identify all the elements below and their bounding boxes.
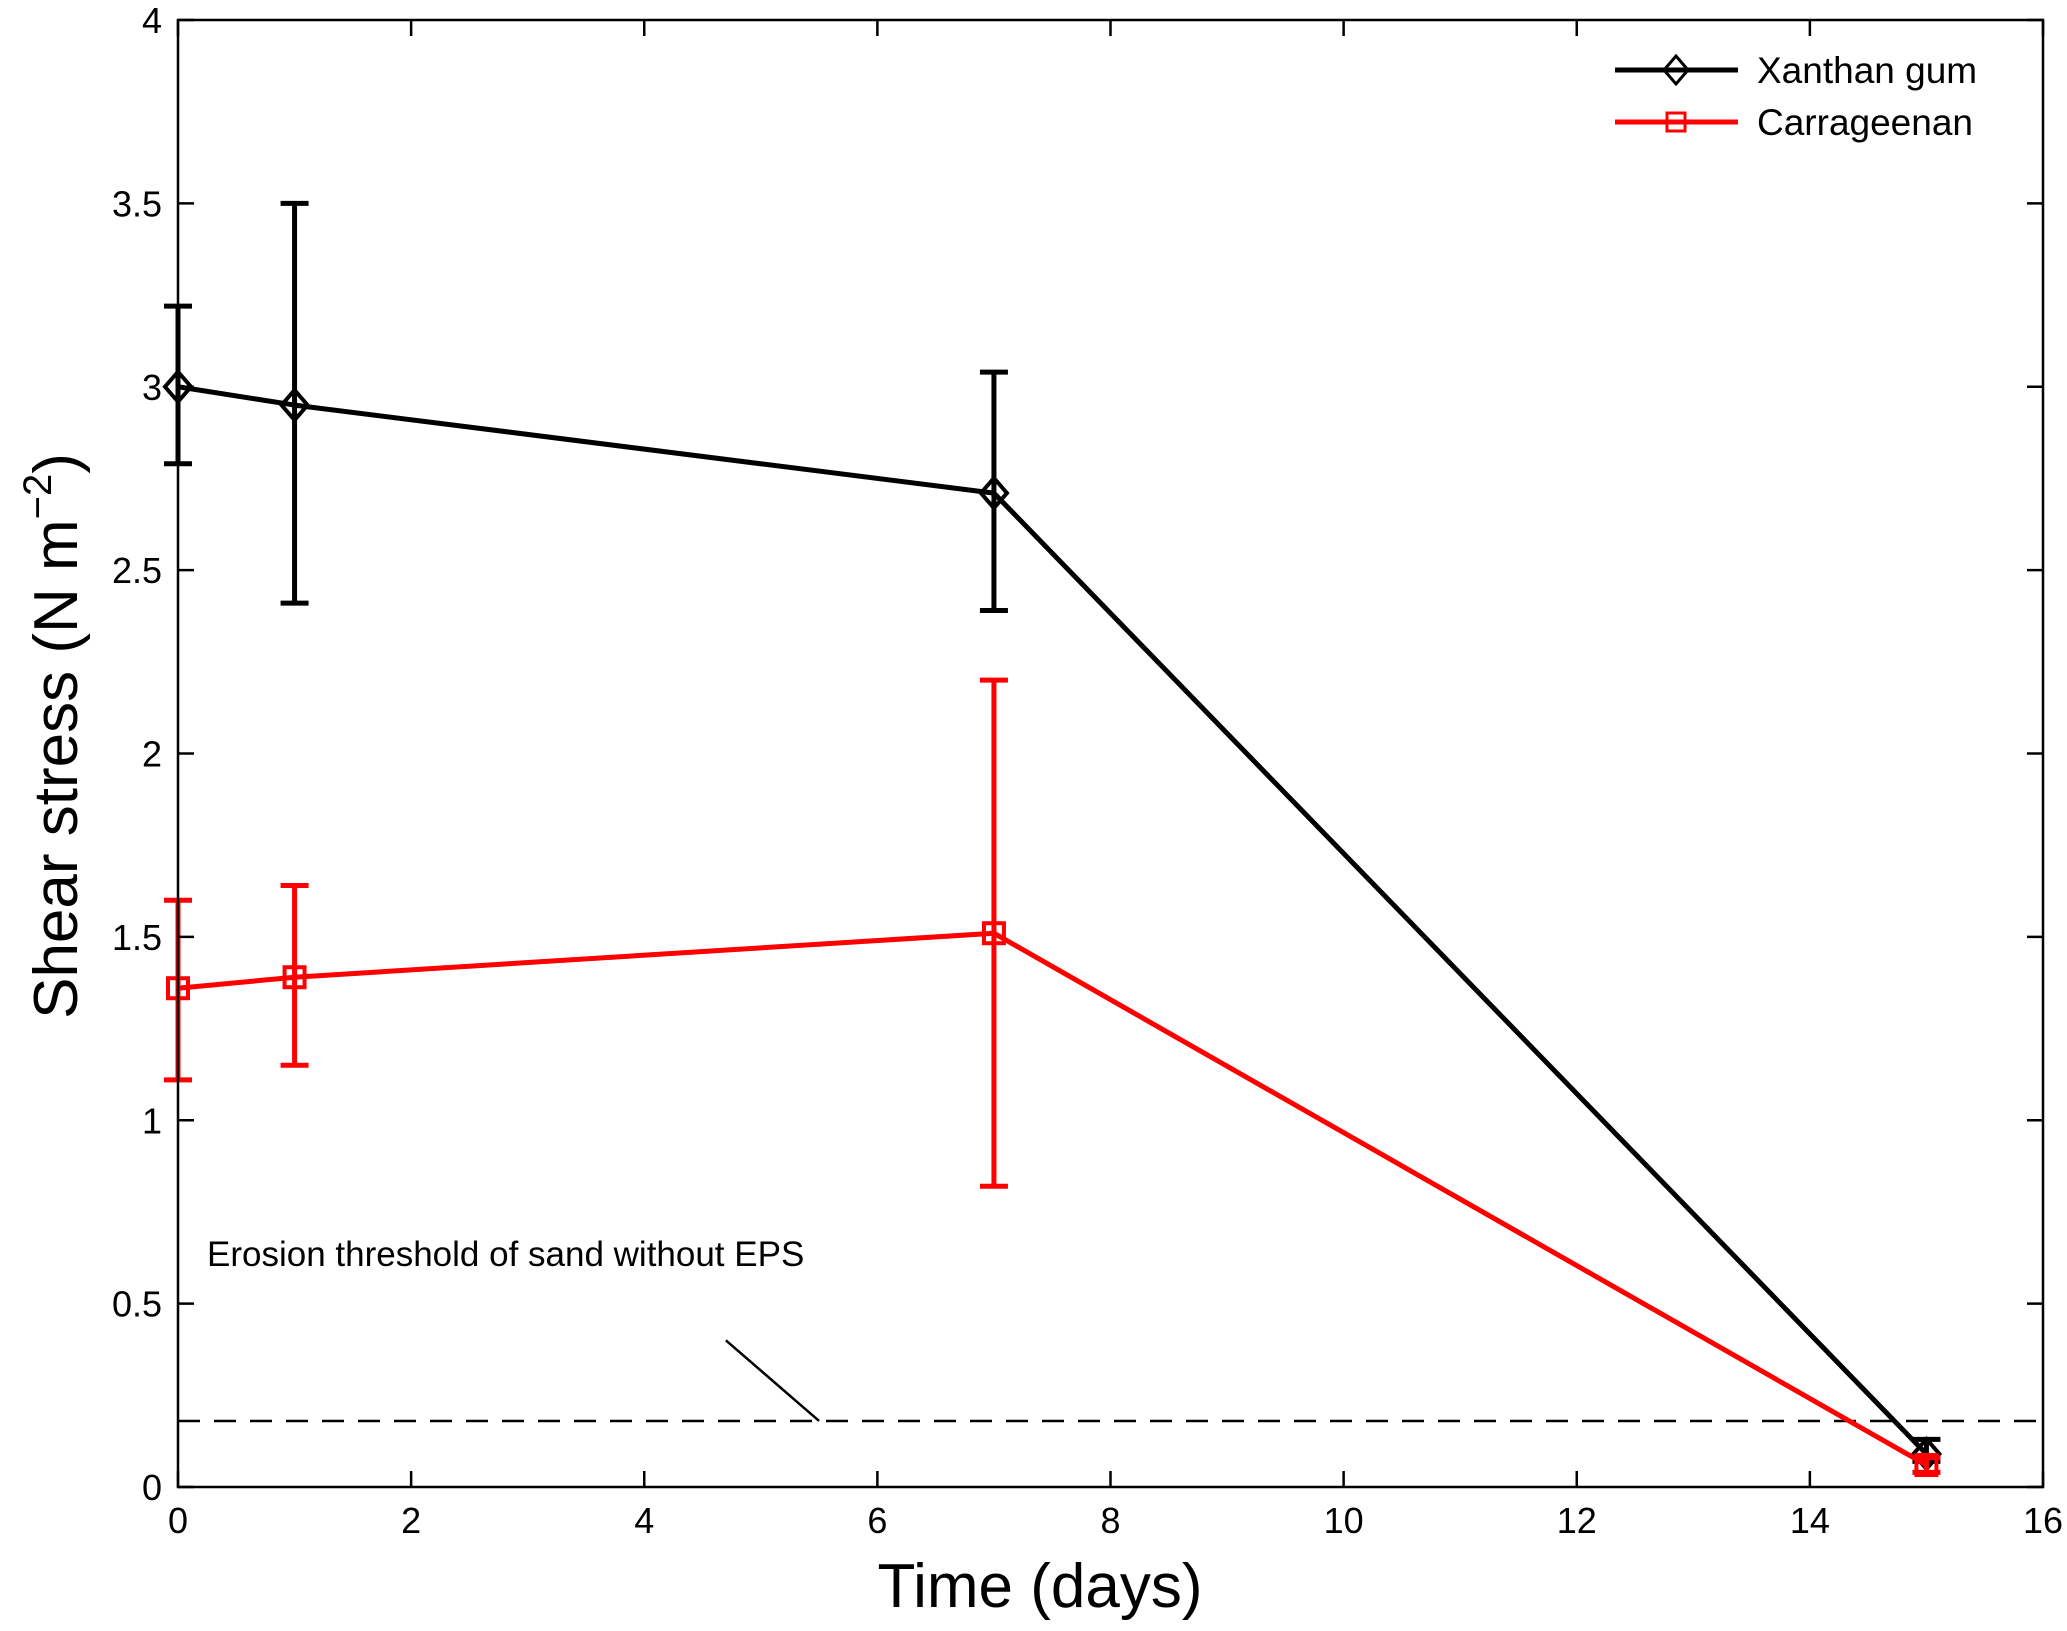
y-tick-label: 2.5 xyxy=(112,550,162,591)
data-point-diamond xyxy=(278,387,311,424)
y-axis-title-exponent: −2 xyxy=(16,474,60,520)
series-layer xyxy=(162,200,1943,1477)
threshold-layer xyxy=(178,1339,2043,1423)
y-tick-label: 3 xyxy=(142,367,162,408)
series-line xyxy=(177,384,1929,1456)
y-tick-label: 3.5 xyxy=(112,183,162,224)
x-axis-title: Time (days) xyxy=(878,1552,1203,1621)
legend-marker-diamond xyxy=(1662,53,1690,87)
error-bar xyxy=(979,369,1008,613)
data-point-square xyxy=(282,965,307,990)
y-tick-label: 0.5 xyxy=(112,1284,162,1325)
y-axis-title: Shear stress (N m−2) xyxy=(16,453,91,1019)
data-point-square xyxy=(981,921,1006,946)
data-point-diamond xyxy=(978,475,1010,512)
x-tick-label: 10 xyxy=(1324,1500,1364,1541)
y-tick-label: 2 xyxy=(142,734,162,775)
series-line xyxy=(177,930,1928,1468)
y-axis-title-close: ) xyxy=(22,453,91,474)
data-point-square xyxy=(1914,1452,1939,1477)
threshold-pointer xyxy=(725,1339,820,1422)
x-tick-label: 12 xyxy=(1557,1500,1597,1541)
x-tick-label: 2 xyxy=(401,1500,421,1541)
x-tick-label: 8 xyxy=(1100,1500,1120,1541)
series-xanthan-gum xyxy=(162,200,1943,1473)
legend-label-xanthan: Xanthan gum xyxy=(1757,50,1977,91)
x-tick-label: 4 xyxy=(634,1500,654,1541)
error-bar xyxy=(979,677,1008,1189)
legend-background xyxy=(1595,40,2035,160)
legend-label-carrageenan: Carrageenan xyxy=(1757,102,1973,143)
threshold-annotation: Erosion threshold of sand without EPS xyxy=(207,1235,804,1274)
legend-marker-square xyxy=(1665,111,1687,133)
error-bar xyxy=(280,200,309,606)
axes-layer: 0 2 4 6 8 10 12 14 16 0 0.5 1 1.5 2 2.5 3 3.5 4 xyxy=(112,0,2063,1541)
error-bar xyxy=(280,883,309,1068)
y-axis-title-main: Shear stress (N m xyxy=(22,519,91,1019)
x-tick-label: 16 xyxy=(2023,1500,2063,1541)
legend: Xanthan gum Carrageenan xyxy=(1595,40,2035,160)
y-tick-label: 0 xyxy=(142,1467,162,1508)
x-tick-label: 14 xyxy=(1790,1500,1830,1541)
y-tick-label: 1.5 xyxy=(112,917,162,958)
y-tick-label: 4 xyxy=(142,0,162,41)
x-tick-label: 6 xyxy=(867,1500,887,1541)
y-tick-label: 1 xyxy=(142,1100,162,1141)
x-tick-label: 0 xyxy=(168,1500,188,1541)
